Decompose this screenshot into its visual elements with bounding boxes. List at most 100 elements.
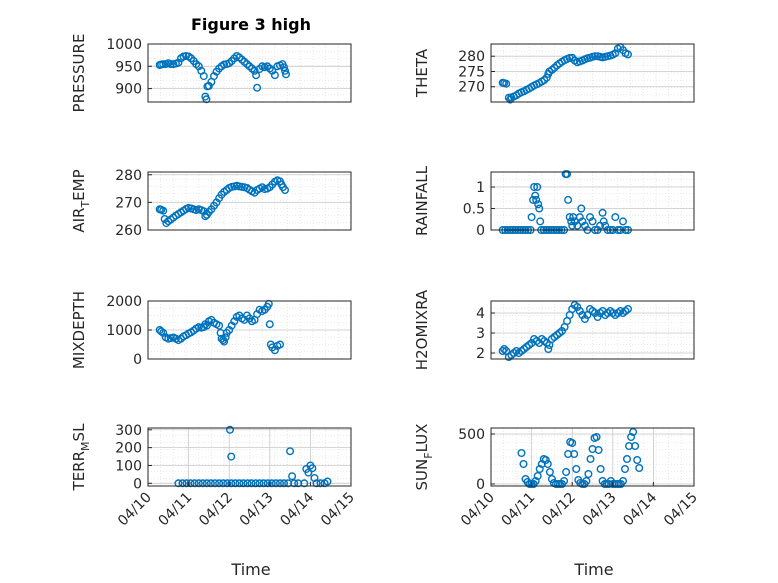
data-point — [536, 217, 545, 226]
data-point — [532, 195, 541, 204]
data-point — [531, 191, 540, 200]
y-tick-label: 950 — [115, 59, 142, 75]
data-point — [280, 63, 289, 72]
data-point — [624, 50, 633, 59]
data-point — [282, 70, 291, 79]
data-point — [593, 313, 602, 322]
data-point — [631, 442, 640, 451]
data-point — [247, 479, 256, 488]
x-axis-label-right: Time — [573, 560, 613, 579]
y-tick-label: 280 — [458, 49, 485, 65]
data-point — [564, 195, 573, 204]
data-point — [263, 479, 272, 488]
data-point — [547, 475, 556, 484]
figure-title: Figure 3 high — [191, 15, 311, 34]
data-point — [498, 347, 507, 356]
data-point — [502, 79, 511, 88]
y-axis-label: MIXDEPTH — [70, 291, 88, 369]
data-point — [530, 182, 539, 191]
data-point — [270, 71, 279, 80]
data-point — [577, 204, 586, 213]
data-point — [594, 446, 603, 455]
data-point — [584, 470, 593, 479]
data-point — [227, 479, 236, 488]
data-point — [619, 477, 628, 486]
data-point — [235, 479, 244, 488]
data-point — [627, 433, 636, 442]
data-point — [531, 477, 540, 486]
data-point — [586, 455, 595, 464]
data-point — [204, 81, 213, 90]
y-axis-label: PRESSURE — [70, 34, 88, 113]
subplot-1: 900 950 1000 PRESSURE — [70, 34, 352, 113]
data-point — [533, 182, 542, 191]
data-point — [517, 449, 526, 458]
data-point — [300, 479, 309, 488]
data-point — [159, 60, 168, 69]
y-tick-label: 2000 — [106, 294, 142, 310]
y-axis-label: THETA — [413, 48, 431, 98]
data-point — [239, 479, 248, 488]
y-tick-label: 1 — [476, 180, 485, 196]
data-point — [304, 468, 313, 477]
y-tick-label: 1000 — [106, 37, 142, 53]
data-point — [567, 217, 576, 226]
x-tick-label: 04/12 — [539, 490, 579, 530]
data-point — [202, 479, 211, 488]
x-tick-label: 04/13 — [237, 490, 277, 530]
y-axis-label: RAINFALL — [413, 165, 431, 236]
data-point — [598, 208, 607, 217]
y-tick-label: 2 — [476, 346, 485, 362]
x-axis-label-left: Time — [230, 560, 270, 579]
axes-box — [490, 427, 695, 487]
subplot-5: 0 1000 2000 MIXDEPTH — [70, 291, 352, 369]
data-point — [543, 460, 552, 469]
data-point — [560, 477, 569, 486]
data-point — [573, 221, 582, 230]
y-tick-label: 0 — [133, 476, 142, 492]
data-point — [290, 479, 299, 488]
x-tick-label: 04/11 — [156, 490, 196, 530]
data-point — [621, 465, 630, 474]
data-point — [215, 479, 224, 488]
data-point — [624, 305, 633, 314]
y-tick-label: 200 — [115, 441, 142, 457]
data-point — [308, 464, 317, 473]
data-point — [202, 95, 211, 104]
axes-box — [490, 43, 695, 103]
data-point — [596, 465, 605, 474]
y-tick-label: 0 — [476, 477, 485, 493]
data-point — [568, 305, 577, 314]
data-point — [231, 479, 240, 488]
data-point — [186, 479, 195, 488]
data-point — [568, 439, 577, 448]
y-tick-label: 1000 — [106, 323, 142, 339]
x-tick-label: 04/10 — [458, 490, 498, 530]
data-point — [527, 213, 536, 222]
data-point — [159, 206, 168, 215]
axes-box — [147, 427, 352, 487]
y-axis-label: H2OMIXRA — [413, 289, 431, 370]
data-point — [223, 479, 232, 488]
data-point — [215, 321, 224, 330]
data-point — [562, 468, 571, 477]
data-point — [221, 333, 230, 342]
subplot-8: 0 500 04/10 04/11 04/12 04/13 04/14 04/15 SUNFLU… — [413, 424, 701, 530]
data-point — [166, 60, 175, 69]
y-tick-label: 3 — [476, 326, 485, 342]
data-point — [288, 472, 297, 481]
data-point — [210, 479, 219, 488]
x-tick-label: 04/13 — [580, 490, 620, 530]
data-point — [243, 479, 252, 488]
y-axis-label: AIRTEMP — [70, 169, 92, 232]
subplot-4: 0 0.5 1 RAINFALL — [413, 165, 695, 239]
data-point — [312, 479, 321, 488]
data-point — [541, 456, 550, 465]
data-point — [157, 327, 166, 336]
data-point — [572, 465, 581, 474]
axes-box — [490, 171, 695, 231]
data-point — [280, 479, 289, 488]
data-point — [190, 479, 199, 488]
